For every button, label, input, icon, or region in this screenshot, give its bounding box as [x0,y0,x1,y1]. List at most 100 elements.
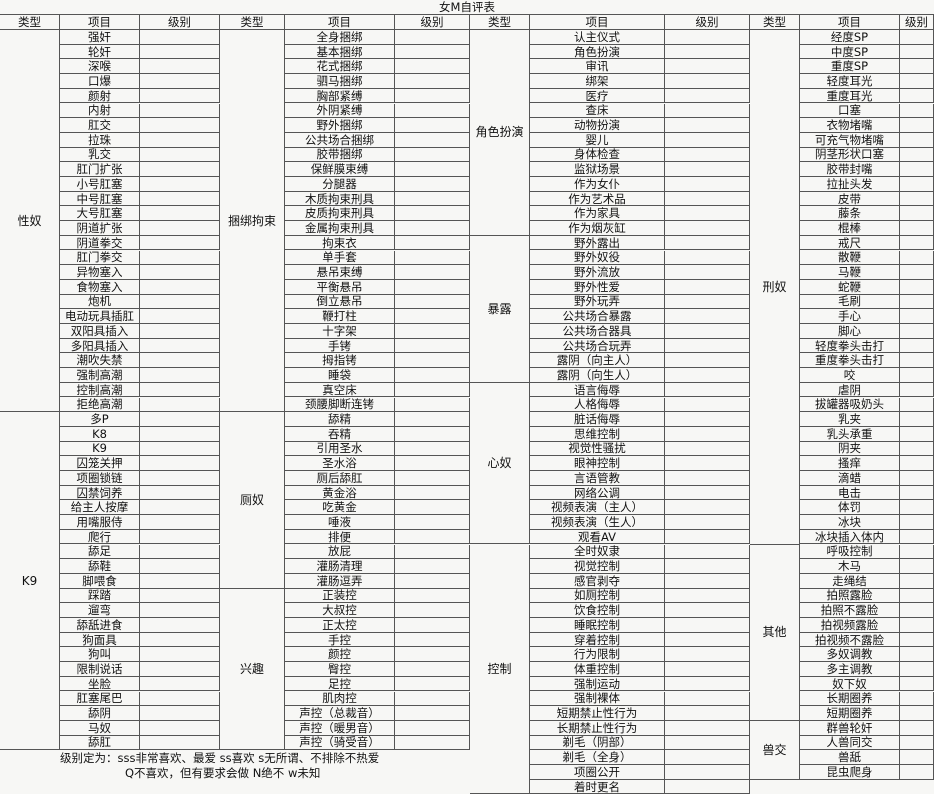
item: 限制说话 [60,662,140,677]
level-cell [900,544,934,560]
item: 散鞭 [800,250,900,266]
section-type: 捆绑拘束 [220,30,285,413]
level-cell [900,662,934,677]
level-cell [665,265,750,280]
level-cell [900,74,934,89]
level-cell [665,662,750,677]
item: 查床 [530,103,665,119]
level-cell [900,750,934,765]
item: 炮机 [60,294,140,310]
section-type: 刑奴 [750,30,800,545]
level-cell [395,662,470,677]
level-cell [395,74,470,89]
item: 全时奴隶 [530,544,665,560]
level-cell [665,691,750,707]
item: 电动玩具插肛 [60,309,140,324]
item: 深喉 [60,59,140,75]
item: 穿着控制 [530,632,665,648]
item: 监狱场景 [530,162,665,177]
level-cell [140,735,220,751]
item: K9 [60,441,140,457]
item: 乳交 [60,147,140,163]
level-cell [665,471,750,486]
item: 公共场合捆绑 [285,132,395,148]
level-cell [140,353,220,369]
level-cell [395,426,470,442]
level-cell [900,353,934,369]
level-cell [140,588,220,604]
item: 倒立悬吊 [285,294,395,310]
column-header: 类型 [470,15,530,30]
level-cell [665,221,750,236]
level-cell [665,412,750,427]
column-header: 类型 [0,15,60,30]
level-cell [900,309,934,324]
item: 用嘴服侍 [60,515,140,530]
item: 保鲜膜束缚 [285,162,395,177]
item: 舔足 [60,544,140,560]
item: 十字架 [285,324,395,339]
level-cell [900,397,934,413]
item: 坐脸 [60,676,140,692]
level-cell [395,603,470,618]
level-cell [395,529,470,545]
level-cell [665,632,750,648]
column-header: 级别 [395,15,470,30]
item: 脚心 [800,324,900,339]
level-cell [140,30,220,45]
level-cell [900,177,934,192]
level-cell [140,691,220,707]
level-cell [900,382,934,398]
level-cell [140,603,220,618]
item: 兽舐 [800,750,900,765]
item: 阴道扩张 [60,221,140,236]
level-cell [395,691,470,707]
level-cell [900,59,934,75]
item: 经度SP [800,30,900,45]
level-cell [900,632,934,648]
level-cell [395,588,470,604]
level-cell [665,426,750,442]
level-cell [140,706,220,721]
item: 足控 [285,676,395,692]
item: 视频表演（生人） [530,515,665,530]
level-cell [900,103,934,119]
level-cell [395,485,470,501]
level-cell [140,147,220,163]
item: 人格侮辱 [530,397,665,413]
level-cell [665,338,750,354]
level-cell [140,250,220,266]
item: 拍照露脸 [800,588,900,604]
column-header: 项目 [530,15,665,30]
item: 基本捆绑 [285,44,395,60]
level-cell [665,735,750,751]
item: 昆虫爬身 [800,765,900,780]
level-cell [140,177,220,192]
level-cell [900,30,934,45]
item: 爬行 [60,529,140,545]
item: 思维控制 [530,426,665,442]
level-cell [900,88,934,104]
level-cell [665,573,750,589]
section-type: 控制 [470,544,530,794]
item: 木质拘束刑具 [285,191,395,207]
column-header: 类型 [220,15,285,30]
item: 控制高潮 [60,382,140,398]
level-cell [665,206,750,222]
item: 灌肠逗弄 [285,573,395,589]
level-cell [665,103,750,119]
level-cell [395,338,470,354]
item: 网络公调 [530,485,665,501]
level-cell [395,206,470,222]
level-cell [900,221,934,236]
item: 作为女仆 [530,177,665,192]
item: 长期禁止性行为 [530,720,665,736]
level-cell [900,647,934,663]
level-cell [665,500,750,516]
level-cell [140,221,220,236]
level-cell [395,368,470,383]
item: 轻度耳光 [800,74,900,89]
section-type: 暴露 [470,235,530,383]
level-cell [140,720,220,736]
item: 项圈公开 [530,765,665,780]
